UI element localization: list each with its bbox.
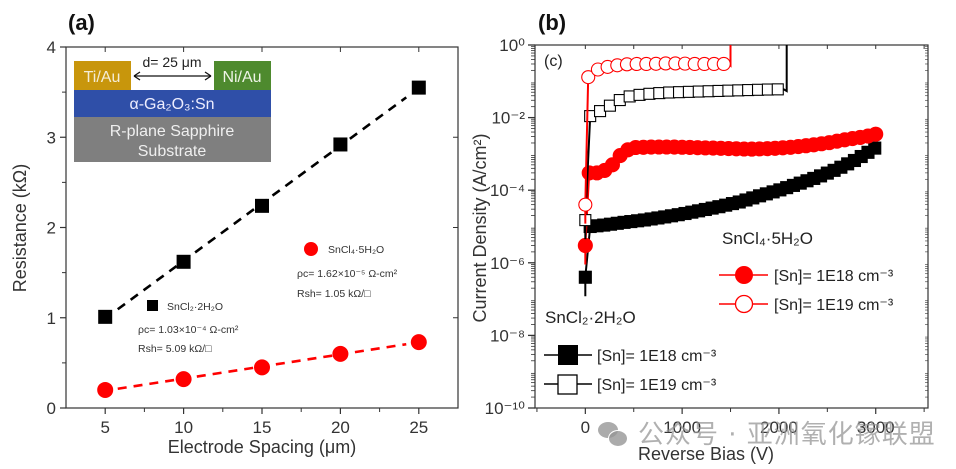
x-tick-label: 25 (409, 418, 428, 437)
x-tick-label: 20 (331, 418, 350, 437)
data-point (868, 141, 882, 155)
y-tick-label: 3 (47, 128, 56, 147)
panel-b-current-density-chart: (b) (c) 0 1000 2000 3000 10⁰ 10⁻² 10⁻⁴ 10⁻⁶ 10⁻… (470, 10, 929, 464)
data-point-sncl2 (255, 198, 269, 213)
data-point-sncl4 (97, 381, 114, 398)
panel-a-x-axis-title: Electrode Spacing (μm) (168, 437, 356, 457)
legend-label: [Sn]= 1E18 cm⁻³ (774, 268, 894, 285)
annotation-sncl4-label: SnCl₄·5H₂O (328, 244, 384, 256)
ga2o3-layer (74, 90, 271, 117)
ti-au-contact (74, 61, 131, 90)
substrate-label-line1: R-plane Sapphire (110, 123, 235, 140)
y-tick-label: 10⁻¹⁰ (485, 399, 526, 418)
data-point (581, 70, 596, 85)
x-tick-label: 15 (253, 418, 272, 437)
data-point (578, 197, 593, 212)
legend-item-sncl2-1e18: [Sn]= 1E18 cm⁻³ (544, 345, 717, 365)
data-point (716, 56, 731, 72)
panel-b-x-axis-title: Reverse Bias (V) (638, 444, 774, 464)
arrow-heads-icon (133, 71, 212, 81)
legend-marker-open-square (557, 374, 578, 395)
legend-marker-circle (304, 242, 318, 256)
x-tick-label: 5 (100, 418, 109, 437)
annotation-sncl2: SnCl₂·2H₂O ρc= 1.03×10⁻⁴ Ω-cm² Rsh= 5.09… (138, 300, 239, 355)
x-tick-label: 10 (174, 418, 193, 437)
y-tick-label: 1 (47, 309, 56, 328)
panel-a-x-ticks: 5 10 15 20 25 (100, 47, 428, 437)
legend-label: [Sn]= 1E19 cm⁻³ (774, 297, 894, 314)
sapphire-substrate (74, 117, 271, 162)
data-point-sncl2 (333, 137, 348, 152)
data-point-sncl4 (332, 345, 349, 362)
y-tick-label: 10⁻⁴ (490, 181, 525, 200)
y-tick-label: 2 (47, 219, 56, 238)
data-point-sncl4 (410, 334, 427, 351)
panel-b-y-ticks: 10⁰ 10⁻² 10⁻⁴ 10⁻⁶ 10⁻⁸ 10⁻¹⁰ (485, 36, 928, 418)
device-schematic-inset: Ti/Au Ni/Au d= 25 μm α-Ga₂O₃:Sn R-plane … (74, 54, 271, 162)
legend-marker-filled-square (558, 345, 578, 365)
substrate-label-line2: Substrate (138, 143, 207, 160)
x-tick-label: 3000 (857, 418, 895, 437)
series-sncl2-2h2o-sn-1e19-cm-3 (579, 45, 788, 240)
data-point-sncl2 (176, 254, 191, 269)
y-tick-label: 10⁻⁸ (490, 326, 525, 345)
spacing-label: d= 25 μm (142, 54, 201, 70)
panel-a-y-axis-title: Resistance (kΩ) (10, 164, 30, 293)
annotation-sncl2-label: SnCl₂·2H₂O (167, 301, 223, 313)
annotation-sncl2-rsh: Rsh= 5.09 kΩ/□ (138, 343, 212, 355)
panel-a-y-ticks: 0 1 2 3 4 (47, 38, 458, 418)
data-point-sncl4 (175, 371, 192, 388)
legend-item-sncl2-1e19: [Sn]= 1E19 cm⁻³ (544, 374, 717, 395)
annotation-sncl4-rho: ρc= 1.62×10⁻⁵ Ω-cm² (297, 268, 398, 280)
legend-label: [Sn]= 1E18 cm⁻³ (597, 348, 717, 365)
legend-marker-open-circle (734, 294, 754, 314)
watermark-text: 公众号 · 亚洲氧化镓联盟 (638, 420, 936, 450)
y-tick-label: 0 (47, 399, 56, 418)
panel-b-y-axis-title: Current Density (A/cm²) (470, 133, 490, 322)
panel-a-data-points (97, 80, 427, 398)
panel-b-x-ticks: 0 1000 2000 3000 (536, 45, 925, 437)
ti-au-label: Ti/Au (84, 69, 121, 86)
wechat-icon (598, 422, 628, 447)
panel-a-resistance-chart: (a) 5 10 15 20 25 0 1 2 3 4 Electrode Spacing (μ… (10, 10, 459, 457)
ni-au-label: Ni/Au (222, 69, 261, 86)
data-point (868, 126, 884, 142)
watermark: 公众号 · 亚洲氧化镓联盟 (598, 414, 936, 451)
y-tick-label: 4 (47, 38, 56, 57)
panel-b-legend: SnCl₄·5H₂O [Sn]= 1E18 cm⁻³ [Sn]= 1E19 cm… (544, 229, 894, 395)
y-tick-label: 10⁻⁶ (490, 254, 525, 273)
data-point-sncl2 (411, 80, 426, 95)
legend-item-sncl4-1e18: [Sn]= 1E18 cm⁻³ (719, 266, 894, 285)
y-tick-label: 10⁻² (491, 109, 525, 128)
legend-marker-square (147, 300, 158, 311)
series-sncl2-2h2o-sn-1e18-cm-3 (578, 141, 882, 297)
y-tick-label: 10⁰ (499, 36, 525, 55)
data-point (578, 270, 592, 284)
data-point-sncl2 (98, 309, 113, 324)
legend-label: [Sn]= 1E19 cm⁻³ (597, 377, 717, 394)
legend-group-sncl4-title: SnCl₄·5H₂O (722, 229, 813, 248)
annotation-sncl4: SnCl₄·5H₂O ρc= 1.62×10⁻⁵ Ω-cm² Rsh= 1.05… (297, 242, 398, 300)
legend-item-sncl4-1e19: [Sn]= 1E19 cm⁻³ (719, 294, 894, 314)
panel-a-label: (a) (68, 10, 95, 35)
annotation-sncl2-rho: ρc= 1.03×10⁻⁴ Ω-cm² (138, 324, 239, 336)
annotation-sncl4-rsh: Rsh= 1.05 kΩ/□ (297, 288, 371, 300)
ga2o3-label: α-Ga₂O₃:Sn (129, 96, 214, 113)
panel-b-label: (b) (538, 10, 566, 35)
series-sncl4-5h2o-sn-1e19-cm-3 (578, 45, 732, 224)
legend-marker-filled-circle (735, 266, 753, 284)
x-tick-label: 0 (581, 418, 590, 437)
series-sncl4-5h2o-sn-1e18-cm-3 (577, 126, 884, 265)
data-point-sncl4 (254, 359, 270, 376)
panel-b-series (577, 45, 884, 297)
ni-au-contact (214, 61, 271, 90)
legend-group-sncl2-title: SnCl₂·2H₂O (545, 308, 636, 327)
data-point (771, 83, 784, 96)
x-tick-label: 1000 (663, 418, 701, 437)
panel-c-inner-label: (c) (544, 53, 563, 70)
data-point (577, 237, 593, 254)
x-tick-label: 2000 (760, 418, 798, 437)
